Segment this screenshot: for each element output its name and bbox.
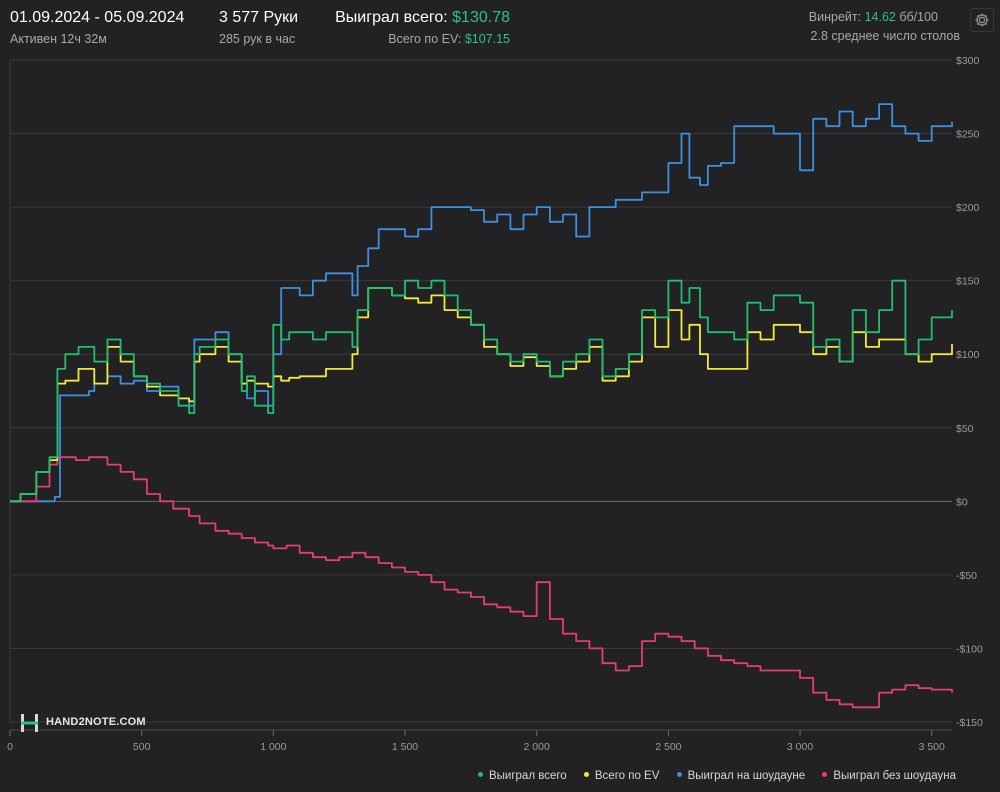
y-tick-label: -$50 [956, 570, 977, 582]
series-lines [10, 103, 953, 709]
y-tick-label: $200 [956, 202, 980, 214]
x-tick-label: 2 000 [524, 741, 550, 753]
settings-button[interactable] [970, 8, 994, 32]
hands-count: 3 577 Руки [219, 9, 299, 26]
winrate-value: 14.62 [864, 10, 896, 24]
x-tick-label: 2 500 [655, 741, 681, 753]
x-tick-label: 500 [133, 741, 151, 753]
legend-marker-icon [477, 772, 483, 778]
grid [9, 59, 952, 723]
hand2note-logo [21, 714, 38, 732]
x-tick-label: 3 000 [787, 741, 813, 753]
stats-header: 01.09.2024 - 05.09.2024 Активен 12ч 32м … [0, 0, 1000, 60]
y-tick-label: $50 [956, 423, 974, 435]
legend-marker-icon [822, 772, 828, 778]
legend-label: Выиграл на шоудауне [687, 770, 806, 782]
total-ev-label: Всего по EV: [388, 32, 462, 46]
y-tick-label: $150 [956, 276, 980, 288]
x-tick-label: 3 500 [919, 741, 945, 753]
total-won: Выиграл всего: $130.78 [335, 9, 510, 27]
x-tick-label: 1 500 [392, 741, 418, 753]
legend-item-ev[interactable]: Всего по EV [583, 770, 660, 782]
legend-item-won[interactable]: Выиграл всего [477, 770, 567, 782]
y-tick-label: -$150 [956, 717, 983, 729]
legend-marker-icon [583, 772, 589, 778]
gear-icon [975, 13, 989, 27]
total-won-value: $130.78 [452, 9, 510, 26]
active-time: Активен 12ч 32м [10, 32, 107, 46]
winrate: Винрейт: 14.62 бб/100 [809, 10, 938, 24]
total-won-label: Выиграл всего: [335, 9, 448, 26]
total-ev: Всего по EV: $107.15 [388, 32, 510, 46]
hands-per-hour: 285 рук в час [219, 32, 296, 46]
series-line-0 [10, 279, 953, 503]
total-ev-value: $107.15 [464, 32, 510, 46]
y-tick-label: $0 [956, 496, 968, 508]
axes: $300 $250 $200 $150 $100 $50 $0 -$50 -$100 -$150 0… [7, 55, 983, 753]
legend-label: Выиграл всего [488, 770, 567, 782]
legend-marker-icon [676, 772, 682, 778]
winrate-unit: бб/100 [899, 10, 938, 24]
brand-name: HAND2NOTE.COM [46, 716, 146, 728]
y-tick-label: $300 [956, 55, 980, 67]
x-tick-label: 1 000 [260, 741, 286, 753]
series-line-3 [10, 456, 953, 709]
winrate-label: Винрейт: [808, 10, 862, 24]
avg-tables: 2.8 среднее число столов [810, 29, 960, 43]
y-tick-label: $100 [956, 349, 980, 361]
x-tick-label: 0 [7, 741, 13, 753]
chart-legend: Выиграл всего Всего по EV Выиграл на шоу… [464, 770, 956, 782]
legend-item-nonshowdown[interactable]: Выиграл без шоудауна [822, 770, 956, 782]
legend-label: Всего по EV [594, 770, 660, 782]
legend-item-showdown[interactable]: Выиграл на шоудауне [676, 770, 806, 782]
legend-label: Выиграл без шоудауна [833, 770, 956, 782]
y-tick-label: $250 [956, 129, 980, 141]
y-tick-label: -$100 [956, 643, 983, 655]
series-line-1 [10, 287, 953, 503]
date-range[interactable]: 01.09.2024 - 05.09.2024 [10, 9, 185, 26]
